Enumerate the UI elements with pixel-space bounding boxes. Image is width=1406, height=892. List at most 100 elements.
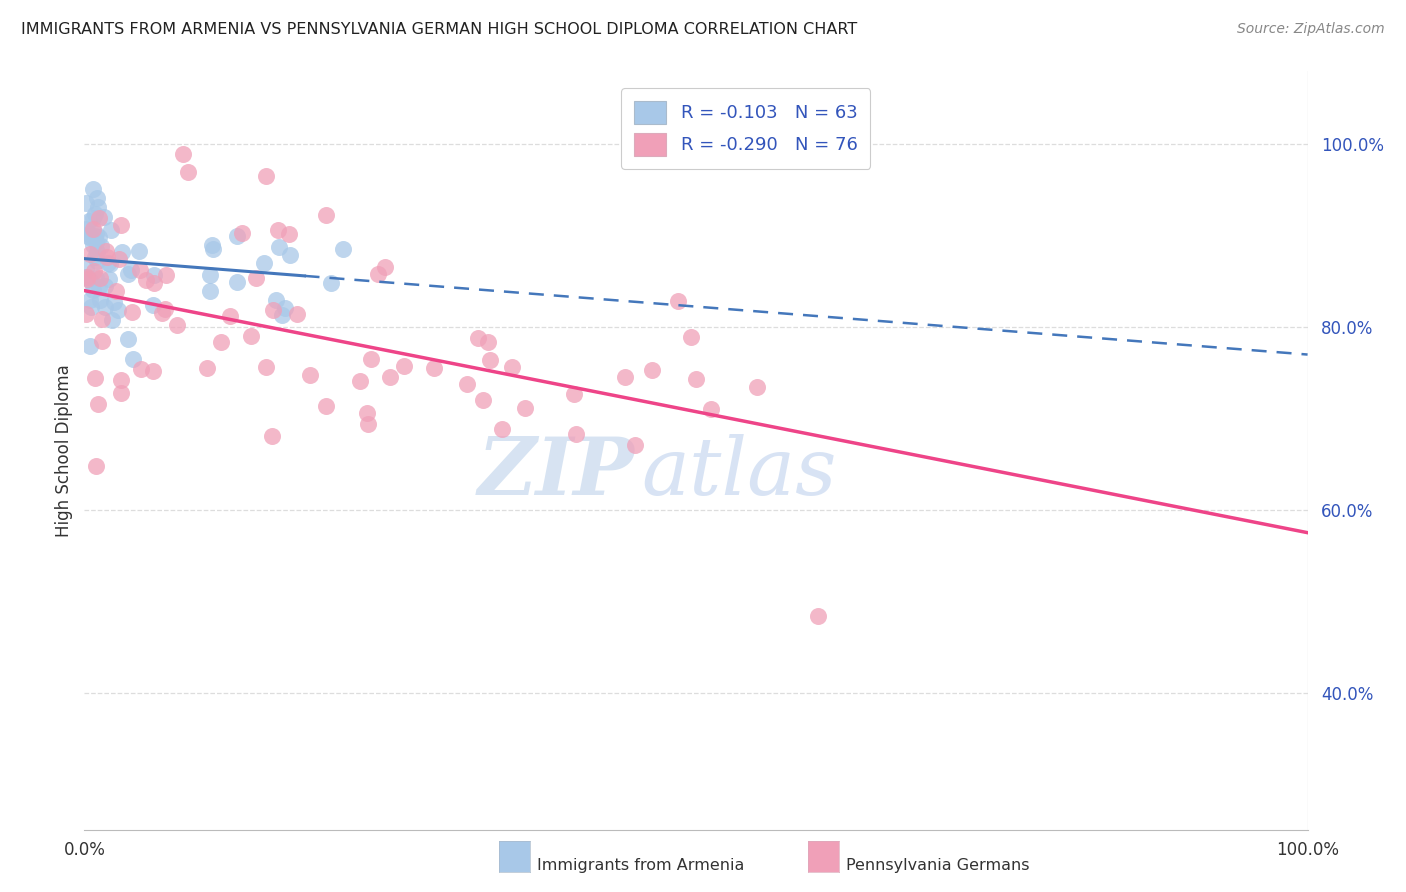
Point (98, 272, 121, 286)
Point (423, 361, 446, 376)
Point (477, 335, 499, 350)
Point (472, 392, 495, 407)
Point (91, 311, 114, 326)
Point (562, 387, 585, 401)
Point (93, 210, 115, 224)
Point (79, 300, 101, 314)
Point (262, 302, 284, 317)
Point (76, 228, 98, 243)
Point (82, 211, 104, 226)
Point (360, 351, 382, 366)
Point (685, 371, 707, 385)
Point (513, 401, 536, 416)
Point (356, 406, 378, 420)
Point (198, 268, 221, 283)
Point (172, 146, 194, 161)
Point (82, 222, 104, 236)
Point (86, 253, 108, 268)
Point (107, 303, 129, 318)
Point (84, 207, 107, 221)
Point (699, 401, 721, 416)
Text: Source: ZipAtlas.com: Source: ZipAtlas.com (1237, 22, 1385, 37)
Point (110, 373, 132, 387)
Point (319, 276, 342, 290)
Point (614, 369, 637, 384)
Point (80, 231, 103, 245)
Point (82, 283, 104, 297)
Point (103, 294, 125, 309)
Point (94, 300, 117, 314)
Point (82, 182, 104, 196)
Point (357, 417, 380, 432)
Point (166, 318, 188, 332)
Point (491, 422, 513, 436)
Point (86, 244, 108, 259)
Point (111, 244, 134, 259)
Point (75, 195, 97, 210)
Point (89, 211, 111, 225)
Point (267, 223, 290, 237)
Point (201, 238, 224, 252)
Point (129, 263, 152, 277)
Point (135, 273, 157, 287)
Point (84, 229, 107, 244)
Point (75, 307, 97, 321)
Point (122, 351, 145, 366)
Point (87, 280, 110, 294)
Point (392, 359, 415, 373)
Text: IMMIGRANTS FROM ARMENIA VS PENNSYLVANIA GERMAN HIGH SCHOOL DIPLOMA CORRELATION C: IMMIGRANTS FROM ARMENIA VS PENNSYLVANIA … (21, 22, 858, 37)
Point (84, 270, 107, 285)
Point (84, 250, 107, 264)
Point (82, 238, 104, 252)
Point (271, 308, 294, 322)
Text: atlas: atlas (641, 434, 837, 512)
Y-axis label: High School Diploma: High School Diploma (55, 364, 73, 537)
Point (87, 230, 110, 244)
Point (128, 244, 150, 258)
Point (807, 609, 830, 624)
Point (640, 363, 662, 377)
Point (91, 334, 114, 348)
Point (110, 385, 132, 400)
Point (77, 272, 100, 286)
Point (479, 353, 502, 368)
Point (195, 360, 218, 375)
Point (117, 267, 139, 281)
Point (260, 429, 283, 443)
Point (150, 306, 173, 320)
Point (456, 377, 478, 392)
Point (277, 227, 299, 242)
Point (98, 257, 121, 271)
Point (108, 252, 131, 266)
Point (87, 397, 110, 411)
Point (256, 169, 278, 183)
Point (77, 227, 100, 241)
Point (89, 293, 111, 307)
Point (315, 208, 337, 222)
Point (142, 298, 165, 312)
Point (79, 247, 101, 261)
Point (239, 328, 262, 343)
Point (86, 191, 108, 205)
Point (142, 363, 165, 377)
Point (374, 260, 396, 274)
Point (104, 285, 127, 299)
Point (245, 270, 267, 285)
Point (367, 267, 389, 281)
Point (121, 305, 143, 319)
Point (90, 239, 112, 253)
Point (155, 268, 177, 282)
Point (177, 165, 200, 179)
Point (83, 263, 105, 277)
Point (274, 301, 297, 315)
Point (87, 200, 110, 214)
Point (269, 240, 291, 254)
Point (679, 330, 702, 344)
Point (378, 370, 401, 384)
Text: ZIP: ZIP (478, 434, 636, 512)
Point (84, 227, 107, 241)
Point (565, 426, 588, 441)
Point (79, 339, 101, 353)
Point (666, 294, 689, 309)
Point (100, 223, 122, 237)
